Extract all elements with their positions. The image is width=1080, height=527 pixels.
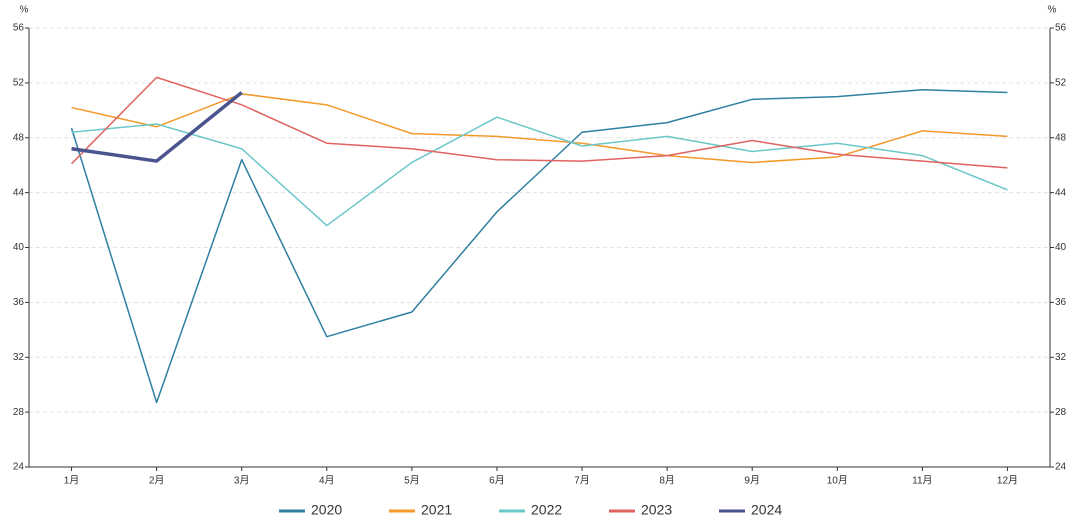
- x-tick-label: 8月: [659, 475, 675, 487]
- series-line: [71, 91, 243, 163]
- y2-tick-label: 56: [1055, 23, 1067, 34]
- y-tick-label: 24: [13, 462, 25, 473]
- x-tick-label: 2月: [149, 475, 165, 487]
- y-tick-label: 56: [13, 23, 25, 34]
- series-line: [71, 93, 1008, 164]
- y2-tick-label: 32: [1055, 352, 1067, 363]
- y2-tick-label: 48: [1055, 132, 1067, 143]
- x-tick-label: 10月: [827, 475, 848, 487]
- y2-tick-label: 28: [1055, 407, 1067, 418]
- x-tick-label: 4月: [319, 475, 335, 487]
- series-line: [71, 76, 1008, 169]
- x-tick-label: 7月: [574, 475, 590, 487]
- y2-tick-label: 24: [1055, 462, 1067, 473]
- y-tick-label: 52: [13, 78, 25, 89]
- y2-unit: %: [1048, 5, 1057, 16]
- x-tick-label: 9月: [744, 475, 760, 487]
- x-tick-label: 12月: [997, 475, 1018, 487]
- y-tick-label: 36: [13, 297, 25, 308]
- series-line: [71, 116, 1008, 227]
- y-tick-label: 28: [13, 407, 25, 418]
- series-line: [70, 88, 1008, 404]
- x-tick-label: 5月: [404, 475, 420, 487]
- legend-label: 2023: [641, 502, 672, 518]
- x-tick-label: 6月: [489, 475, 505, 487]
- legend-label: 2020: [311, 502, 342, 518]
- y-tick-label: 40: [13, 242, 25, 253]
- y-tick-label: 48: [13, 132, 25, 143]
- x-tick-label: 3月: [234, 475, 250, 487]
- y2-tick-label: 36: [1055, 297, 1067, 308]
- y-unit: %: [20, 5, 29, 16]
- legend-label: 2021: [421, 502, 452, 518]
- x-tick-label: 1月: [64, 475, 80, 487]
- y2-tick-label: 40: [1055, 242, 1067, 253]
- legend-label: 2024: [751, 502, 782, 518]
- y2-tick-label: 44: [1055, 187, 1067, 198]
- legend-label: 2022: [531, 502, 562, 518]
- y-tick-label: 44: [13, 187, 25, 198]
- y2-tick-label: 52: [1055, 78, 1067, 89]
- x-tick-label: 11月: [912, 475, 932, 487]
- y-tick-label: 32: [13, 352, 25, 363]
